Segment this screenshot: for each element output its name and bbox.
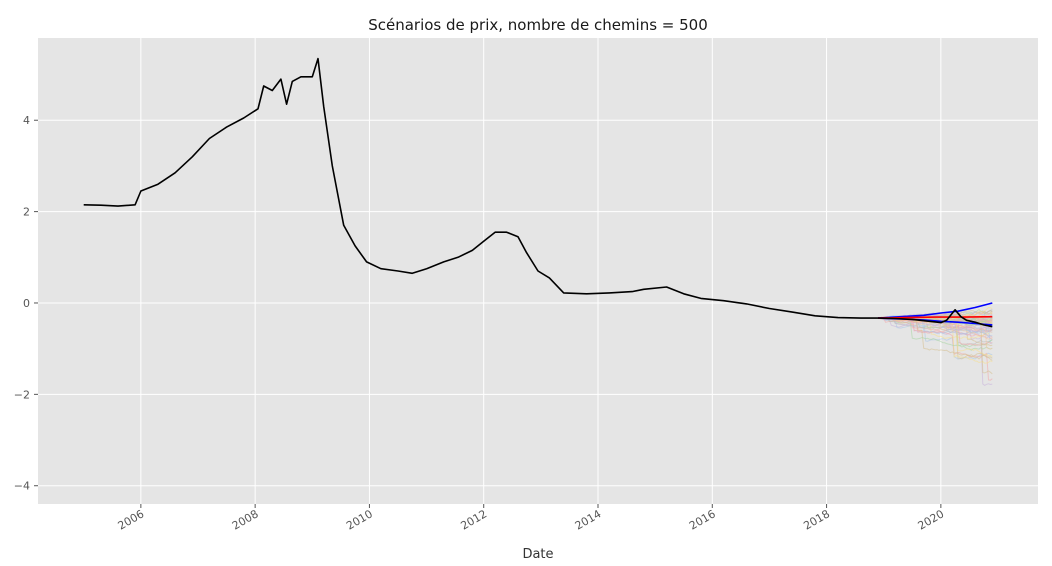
x-tick-label: 2020 — [916, 507, 947, 532]
x-tick-label: 2010 — [344, 507, 375, 532]
x-tick-label: 2012 — [458, 507, 489, 532]
x-tick-label: 2016 — [687, 507, 718, 532]
x-axis-title: Date — [522, 547, 553, 562]
x-axis-ticks: 2006 2008 2010 2012 2014 2016 2018 2020 — [116, 504, 947, 533]
x-tick-label: 2006 — [116, 507, 147, 532]
y-axis-ticks: −4 −2 0 2 4 — [14, 114, 38, 493]
summary-series-line — [877, 308, 993, 328]
y-tick-label: 0 — [23, 297, 30, 310]
grid-lines — [38, 38, 1038, 504]
summary-series-line — [877, 315, 993, 319]
y-tick-label: −4 — [14, 480, 30, 493]
x-tick-label: 2014 — [573, 507, 604, 532]
chart-title: Scénarios de prix, nombre de chemins = 5… — [368, 16, 708, 34]
y-tick-label: −2 — [14, 388, 30, 401]
summary-series-line — [877, 302, 993, 319]
y-tick-label: 4 — [23, 114, 30, 127]
series-lines — [83, 57, 993, 328]
x-tick-label: 2008 — [230, 507, 261, 532]
y-tick-label: 2 — [23, 206, 30, 219]
x-tick-label: 2018 — [801, 507, 832, 532]
historical-price-line — [83, 57, 878, 319]
